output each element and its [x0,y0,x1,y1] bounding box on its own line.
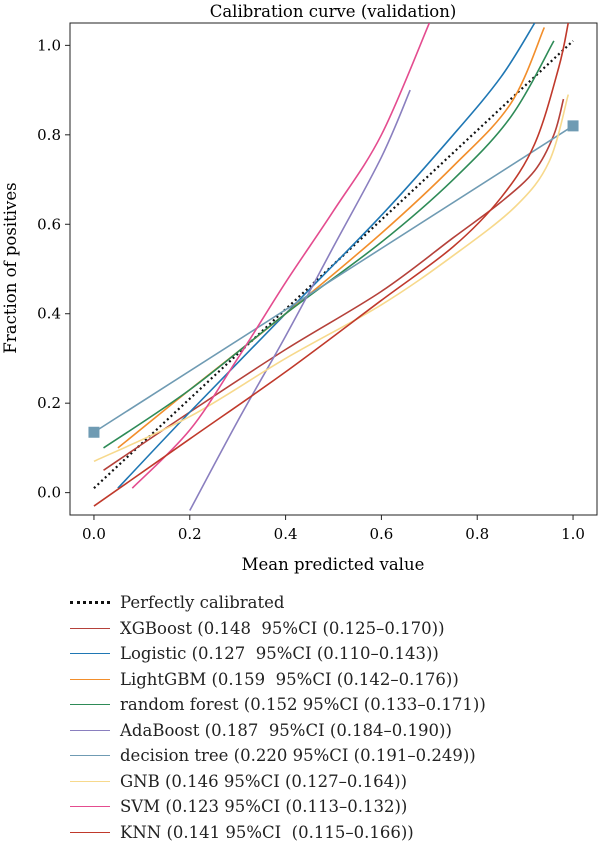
x-axis: 0.0 0.2 0.4 0.6 0.8 1.0 [82,515,585,543]
x-tick-label: 0.2 [178,525,202,543]
legend-swatch [70,704,110,706]
y-tick-label: 0.6 [37,215,61,233]
legend-swatch [70,780,110,782]
legend-label: GNB (0.146 95%CI (0.127–0.164)) [120,771,408,791]
x-tick-label: 0.6 [369,525,393,543]
legend-label: AdaBoost (0.187 95%CI (0.184–0.190)) [120,720,452,740]
marker-layer [88,120,579,438]
series-line-3 [117,27,546,449]
series-marker [567,120,579,132]
series-line-0 [93,40,574,489]
legend-item: decision tree (0.220 95%CI (0.191–0.249)… [70,743,590,769]
x-tick-label: 0.8 [465,525,489,543]
series-line-7 [93,94,570,463]
legend-label: Perfectly calibrated [120,593,285,613]
legend-swatch [70,653,110,655]
legend-item: XGBoost (0.148 95%CI (0.125–0.170)) [70,616,590,642]
series-line-9 [93,23,570,507]
series-marker [88,426,100,438]
x-tick-label: 0.4 [274,525,298,543]
series-line-2 [117,23,536,489]
legend-item: AdaBoost (0.187 95%CI (0.184–0.190)) [70,718,590,744]
legend-item: Logistic (0.127 95%CI (0.110–0.143)) [70,641,590,667]
legend-item: Perfectly calibrated [70,590,590,616]
legend-item: LightGBM (0.159 95%CI (0.142–0.176)) [70,667,590,693]
series-line-8 [131,23,431,489]
x-tick-label: 1.0 [561,525,585,543]
legend-label: Logistic (0.127 95%CI (0.110–0.143)) [120,644,439,664]
legend-item: KNN (0.141 95%CI (0.115–0.166)) [70,820,590,846]
legend-swatch [70,755,110,757]
series-line-6 [93,125,574,433]
series-line-4 [103,40,555,449]
legend-item: SVM (0.123 95%CI (0.113–0.132)) [70,794,590,820]
y-tick-label: 0.0 [37,484,61,502]
legend-label: XGBoost (0.148 95%CI (0.125–0.170)) [120,618,445,638]
legend-label: decision tree (0.220 95%CI (0.191–0.249)… [120,746,476,766]
chart-canvas: Calibration curve (validation) 0.0 0.2 0.4… [1,2,598,574]
legend-swatch [70,831,110,833]
y-axis-label: Fraction of positives [1,182,20,353]
x-axis-label: Mean predicted value [242,555,425,574]
legend-swatch [70,729,110,731]
y-axis: 0.0 0.2 0.4 0.6 0.8 1.0 [37,36,70,502]
plot-frame [69,22,598,516]
chart-legend: Perfectly calibrated XGBoost (0.148 95%CI… [70,590,590,845]
legend-label: SVM (0.123 95%CI (0.113–0.132)) [120,797,408,817]
legend-item: GNB (0.146 95%CI (0.127–0.164)) [70,769,590,795]
y-tick-label: 1.0 [37,36,61,54]
series-layer [93,23,574,511]
legend-label: LightGBM (0.159 95%CI (0.142–0.176)) [120,669,459,689]
x-tick-label: 0.0 [82,525,106,543]
y-tick-label: 0.8 [37,126,61,144]
y-tick-label: 0.2 [37,394,61,412]
legend-swatch [70,678,110,680]
series-line-1 [103,98,565,471]
legend-swatch [70,806,110,808]
legend-swatch [70,627,110,629]
y-tick-label: 0.4 [37,305,61,323]
legend-item: random forest (0.152 95%CI (0.133–0.171)… [70,692,590,718]
legend-label: random forest (0.152 95%CI (0.133–0.171)… [120,695,486,715]
legend-label: KNN (0.141 95%CI (0.115–0.166)) [120,822,414,842]
chart-title: Calibration curve (validation) [210,2,457,21]
legend-swatch [70,601,110,605]
